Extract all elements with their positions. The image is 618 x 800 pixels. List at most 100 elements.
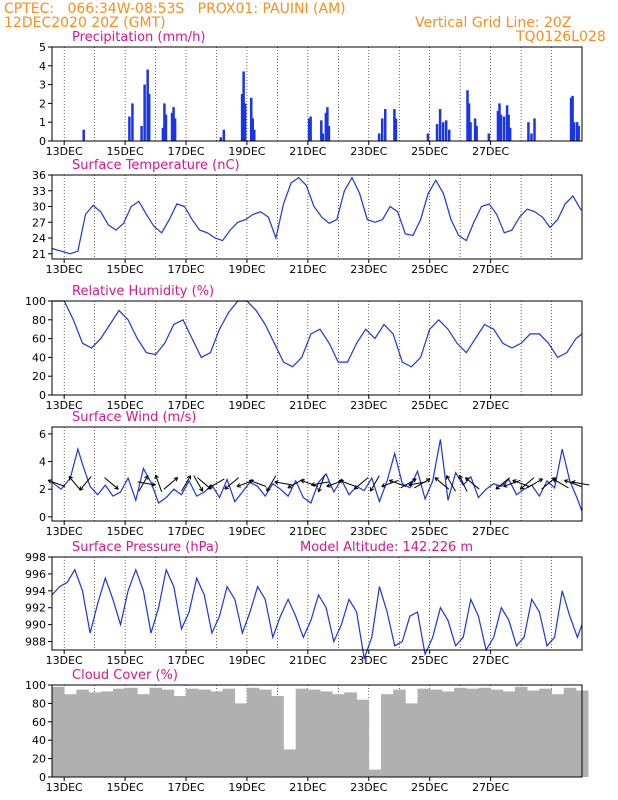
wind-arrow-head <box>79 486 84 491</box>
panel-frame <box>51 174 583 260</box>
series-line <box>52 300 583 368</box>
precip-bar <box>577 125 580 141</box>
x-tick-label: 25DEC <box>411 654 448 667</box>
cloud-bar <box>295 688 309 777</box>
precip-bar <box>164 114 168 141</box>
cloud-bar <box>259 689 272 777</box>
precip-bar <box>320 120 323 141</box>
cloud-bar <box>210 691 223 777</box>
wind-arrow-head <box>248 479 254 484</box>
cloud-bar <box>112 688 126 777</box>
wind-arrow <box>274 481 293 486</box>
x-tick-label: 23DEC <box>350 399 387 412</box>
y-tick-label: 0 <box>39 389 46 402</box>
cloud-bar <box>332 694 345 777</box>
wind-arrow <box>458 475 468 492</box>
wind-arrow-head <box>353 485 359 490</box>
precip-bar <box>441 122 445 141</box>
x-tick-label: 13DEC <box>46 654 83 667</box>
x-tick-label: 19DEC <box>228 399 265 412</box>
y-tick-label: 994 <box>25 585 46 598</box>
wind-arrow <box>495 477 511 490</box>
wind-arrow <box>400 478 417 489</box>
precip-bar <box>527 122 530 141</box>
x-tick-label: 27DEC <box>472 399 509 412</box>
precip-bar <box>243 103 247 141</box>
wind-arrow-head <box>199 487 204 492</box>
wind-arrow-head <box>274 480 279 485</box>
cloud-bar <box>320 691 333 777</box>
cloud-bar <box>64 694 77 777</box>
panel-title: Relative Humidity (%) <box>72 284 214 299</box>
precip-bar <box>466 90 469 141</box>
y-tick-label: 36 <box>32 169 46 182</box>
panel-0: Precipitation (mm/h) 0 1 2 3 4 5 13DEC 15DEC 17DE… <box>39 30 583 158</box>
cloud-bar <box>466 688 479 777</box>
y-tick-label: 5 <box>39 41 46 54</box>
precip-bar <box>438 109 442 141</box>
cloud-bar <box>454 687 467 777</box>
wind-arrow-head <box>236 483 241 488</box>
panel-title: Surface Temperature (nC) <box>72 158 240 173</box>
cloud-bar <box>514 686 528 777</box>
y-tick-label: 992 <box>25 602 46 615</box>
cloud-bar <box>76 689 89 777</box>
cloud-bar <box>356 699 370 777</box>
wind-arrow-head <box>458 474 463 480</box>
wind-arrow <box>68 476 82 491</box>
x-tick-label: 25DEC <box>411 781 448 794</box>
precip-bar <box>128 116 131 141</box>
precip-bar <box>251 118 255 141</box>
precip-bar <box>131 103 134 141</box>
y-tick-label: 6 <box>39 428 46 441</box>
wind-arrow-head <box>224 485 229 490</box>
precip-bar <box>146 69 149 141</box>
precip-bar <box>82 129 85 141</box>
precip-bar <box>143 84 146 141</box>
x-tick-label: 17DEC <box>167 781 204 794</box>
wind-arrow-head <box>186 475 192 480</box>
precip-bar <box>473 118 477 141</box>
panel-4: Surface Pressure (hPa) Model Altitude: 14… <box>25 540 583 667</box>
precip-bar <box>499 114 503 141</box>
wind-arrow-head <box>326 483 331 488</box>
series-line <box>51 176 583 255</box>
wind-arrow-head <box>338 479 344 484</box>
panel-title: Surface Wind (m/s) <box>72 410 196 425</box>
cloud-bar <box>234 703 248 777</box>
x-tick-label: 13DEC <box>46 525 83 538</box>
cloud-bar <box>429 689 443 777</box>
wind-arrow-head <box>208 484 213 489</box>
wind-arrow <box>434 477 450 490</box>
cloud-bar <box>100 691 114 777</box>
y-tick-label: 60 <box>32 333 46 346</box>
cloud-bar <box>502 691 516 777</box>
wind-arrow <box>512 479 530 487</box>
header-timestamp: 12DEC2020 20Z (GMT) <box>4 15 166 31</box>
wind-arrow <box>503 479 521 487</box>
cloud-bar <box>417 688 431 777</box>
x-tick-label: 17DEC <box>167 399 204 412</box>
wind-arrow-head <box>434 477 440 482</box>
x-tick-label: 15DEC <box>107 781 144 794</box>
precip-bar <box>496 110 500 141</box>
x-tick-label: 23DEC <box>350 525 387 538</box>
cloud-bar <box>173 696 187 777</box>
y-tick-label: 24 <box>32 232 46 245</box>
cloud-bar <box>368 769 382 777</box>
x-tick-label: 25DEC <box>411 263 448 276</box>
x-tick-label: 15DEC <box>107 399 144 412</box>
wind-arrow-head <box>266 487 271 492</box>
wind-arrow <box>155 474 163 493</box>
precip-bar <box>147 94 151 141</box>
cloud-bar <box>186 688 199 777</box>
y-tick-label: 60 <box>32 716 46 729</box>
x-tick-label: 21DEC <box>289 525 326 538</box>
precip-bar <box>219 137 223 141</box>
x-tick-label: 27DEC <box>472 145 509 158</box>
cloud-bar <box>405 703 418 777</box>
cloud-bar <box>137 694 150 777</box>
header-line1: CPTEC: 066:34W-08:53S PROX01: PAUINI (AM… <box>4 1 346 17</box>
wind-arrow <box>224 477 239 490</box>
cloud-bar <box>52 686 65 777</box>
